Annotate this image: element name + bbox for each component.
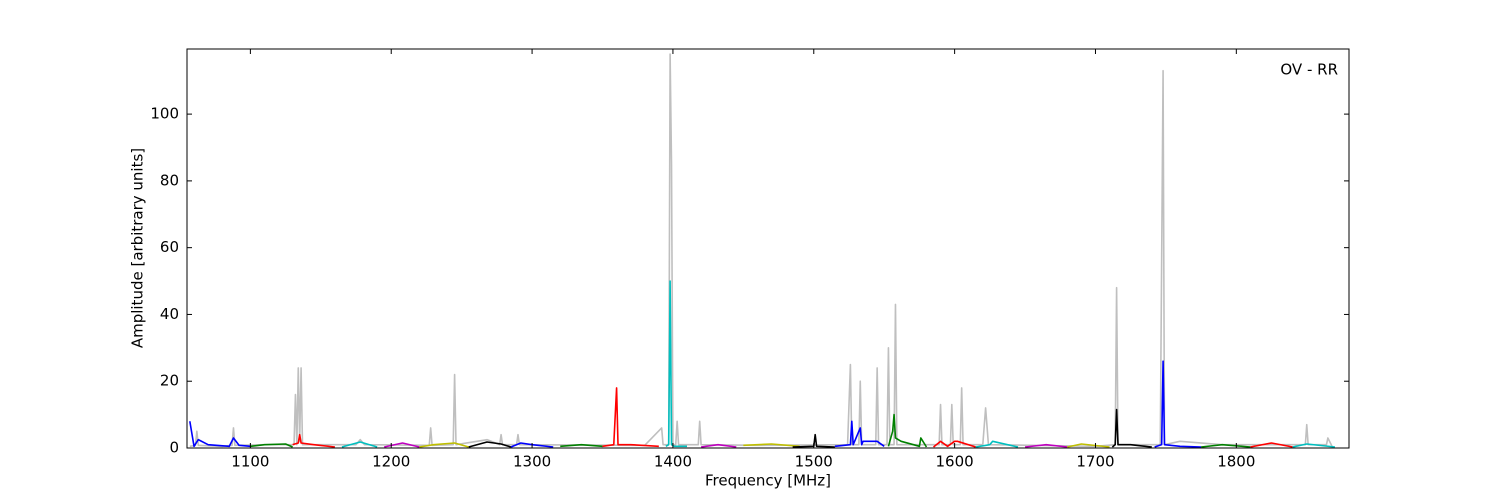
- x-tick-label: 1700: [1076, 453, 1114, 471]
- spectrum-line: [792, 433, 835, 448]
- spectrum-line: [419, 442, 469, 448]
- y-tick-label: 20: [160, 372, 179, 390]
- spectrum-line: [1154, 360, 1202, 448]
- x-axis-label: Frequency [MHz]: [705, 472, 831, 490]
- spectrum-line: [189, 421, 251, 448]
- y-tick-label: 40: [160, 305, 179, 323]
- spectrum-line: [602, 387, 659, 448]
- spectrum-line: [743, 443, 800, 448]
- x-tick-label: 1600: [936, 453, 974, 471]
- spectrum-line: [1250, 442, 1293, 448]
- x-tick-label: 1300: [513, 453, 551, 471]
- x-tick-label: 1100: [231, 453, 269, 471]
- spectrum-line: [975, 440, 1019, 448]
- spectrum-line: [384, 442, 420, 448]
- spectrum-line: [560, 443, 603, 448]
- spectrum-line: [341, 441, 378, 448]
- y-tick-label: 0: [169, 439, 179, 457]
- annotation: OV - RR: [1280, 61, 1338, 79]
- x-tick-label: 1500: [795, 453, 833, 471]
- x-tick-label: 1800: [1217, 453, 1255, 471]
- spectrum-line: [1067, 443, 1110, 448]
- x-tick-label: 1200: [372, 453, 410, 471]
- spectrum-line: [1024, 443, 1068, 448]
- spectrum-line: [292, 433, 335, 448]
- spectrum-line: [1201, 443, 1251, 448]
- plot-area: [189, 53, 1336, 448]
- axes-frame: [186, 48, 1350, 449]
- y-tick-label: 60: [160, 238, 179, 256]
- x-tick-label: 1400: [654, 453, 692, 471]
- spectrum-line: [932, 440, 976, 448]
- spectrum-line: [887, 413, 928, 448]
- spectrum-line: [189, 53, 1333, 448]
- spectrum-line: [1111, 408, 1152, 448]
- spectrum-line: [700, 443, 737, 448]
- y-axis-label: Amplitude [arbitrary units]: [129, 148, 147, 348]
- spectrum-line: [510, 442, 554, 448]
- spectrum-line: [665, 280, 688, 448]
- y-tick-label: 100: [150, 105, 179, 123]
- y-tick-label: 80: [160, 171, 179, 189]
- spectrum-line: [834, 420, 885, 448]
- spectrum-line: [1292, 443, 1336, 448]
- spectrum-line: [468, 441, 512, 448]
- spectrum-line: [250, 443, 293, 448]
